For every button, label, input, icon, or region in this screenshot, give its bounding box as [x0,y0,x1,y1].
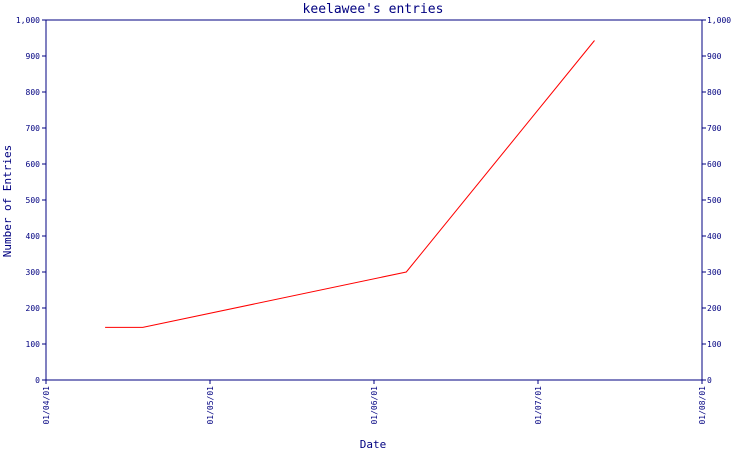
y-tick-label-right: 900 [707,52,722,61]
y-tick-label-left: 200 [26,304,41,313]
chart-title: keelawee's entries [303,2,444,17]
y-tick-label-right: 1,000 [707,16,731,25]
y-axis-label: Number of Entries [1,145,14,258]
x-tick-label: 01/07/01 [534,386,543,425]
x-tick-label: 01/04/01 [42,386,51,425]
y-tick-label-right: 300 [707,268,722,277]
y-tick-label-left: 100 [26,340,41,349]
y-tick-label-left: 300 [26,268,41,277]
y-tick-label-right: 600 [707,160,722,169]
y-axis-left: 0 100 200 300 400 500 600 700 800 900 1,000 [16,16,46,385]
y-tick-label-right: 200 [707,304,722,313]
y-tick-label-left: 0 [35,376,40,385]
y-axis-right: 0 100 200 300 400 500 600 700 800 900 1,000 [702,16,731,385]
y-tick-label-left: 800 [26,88,41,97]
y-tick-label-right: 500 [707,196,722,205]
x-tick-label: 01/08/01 [698,386,707,425]
y-tick-label-left: 500 [26,196,41,205]
plot-area [45,19,703,381]
x-tick-label: 01/05/01 [206,386,215,425]
y-tick-label-left: 1,000 [16,16,40,25]
x-tick-label: 01/06/01 [370,386,379,425]
x-axis: 01/04/01 01/05/01 01/06/01 01/07/01 01/08/01 [42,380,707,425]
y-tick-label-left: 600 [26,160,41,169]
y-tick-label-right: 400 [707,232,722,241]
y-tick-label-right: 800 [707,88,722,97]
y-tick-label-right: 100 [707,340,722,349]
series-line [105,40,595,328]
y-tick-label-left: 400 [26,232,41,241]
y-tick-label-right: 0 [707,376,712,385]
y-tick-label-right: 700 [707,124,722,133]
x-axis-label: Date [360,438,387,450]
series-layer [105,40,595,328]
y-tick-label-left: 900 [26,52,41,61]
y-tick-label-left: 700 [26,124,41,133]
